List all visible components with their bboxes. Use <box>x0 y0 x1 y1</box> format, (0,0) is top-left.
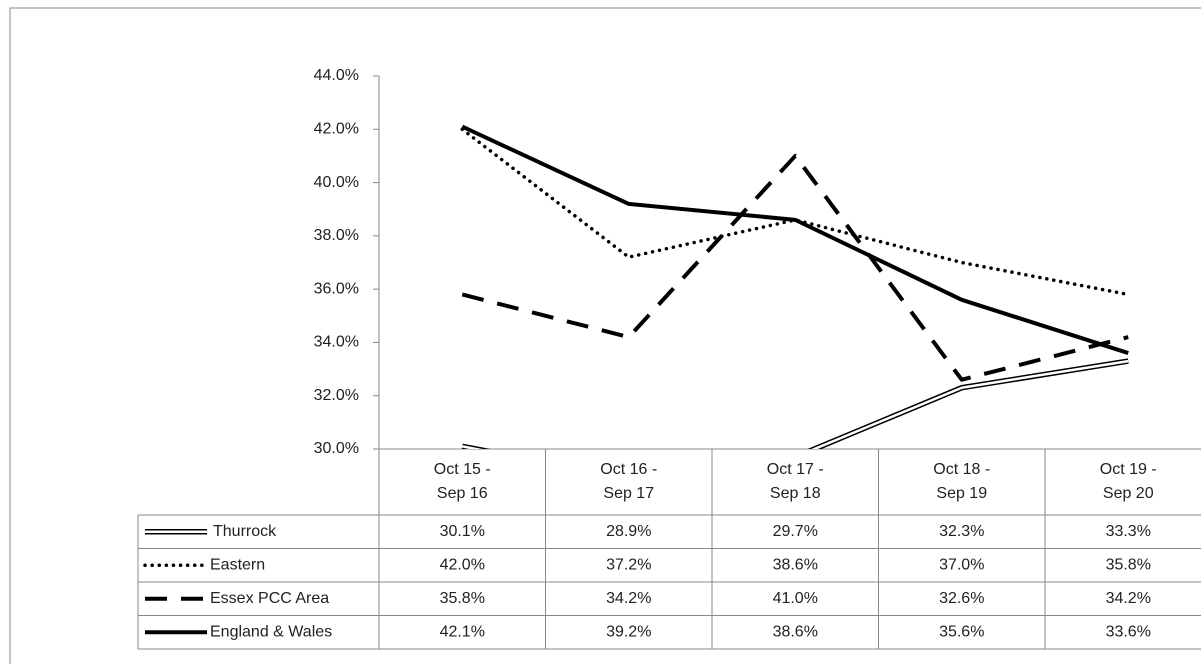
table-value: 32.6% <box>939 590 984 607</box>
table-value: 33.3% <box>1106 523 1151 540</box>
y-tick-label: 38.0% <box>314 227 359 244</box>
table-value: 34.2% <box>606 590 651 607</box>
table-value: 42.0% <box>440 556 485 573</box>
table-value: 41.0% <box>773 590 818 607</box>
table-value: 29.7% <box>773 523 818 540</box>
x-tick-label: Oct 16 - Sep 17 <box>600 461 658 502</box>
x-tick-label: Oct 15 - Sep 16 <box>433 461 491 502</box>
table-value: 35.6% <box>939 623 984 640</box>
series-line <box>460 127 1130 297</box>
legend-label: Thurrock <box>213 523 277 540</box>
x-tick-label: Oct 18 - Sep 19 <box>933 461 991 502</box>
x-tick-label: Oct 19 - Sep 20 <box>1099 461 1157 502</box>
plot-area <box>460 124 1130 449</box>
table-value: 32.3% <box>939 523 984 540</box>
table-value: 30.1% <box>440 523 485 540</box>
y-tick-label: 44.0% <box>314 67 359 84</box>
series-line <box>461 124 1129 355</box>
table-value: 39.2% <box>606 623 651 640</box>
table-value: 28.9% <box>606 523 651 540</box>
y-tick-label: 36.0% <box>314 280 359 297</box>
table-value: 35.8% <box>440 590 485 607</box>
series-line-inner <box>462 359 1129 449</box>
category-header: Oct 18 - Sep 19 <box>879 449 1046 515</box>
legend-label: Eastern <box>210 556 265 573</box>
category-header: Oct 19 - Sep 20 <box>1045 449 1201 515</box>
table-value: 42.1% <box>440 623 485 640</box>
table-value: 38.6% <box>773 556 818 573</box>
chart-border <box>9 7 1201 664</box>
legend-label: England & Wales <box>210 623 332 640</box>
table-value: 37.0% <box>939 556 984 573</box>
category-header: Oct 16 - Sep 17 <box>546 449 713 515</box>
table-value: 33.6% <box>1106 623 1151 640</box>
y-tick-label: 32.0% <box>314 387 359 404</box>
category-header: Oct 17 - Sep 18 <box>712 449 879 515</box>
table-value: 34.2% <box>1106 590 1151 607</box>
category-header: Oct 15 - Sep 16 <box>379 449 546 515</box>
y-tick-label: 30.0% <box>314 440 359 457</box>
y-tick-label: 40.0% <box>314 174 359 191</box>
table-value: 35.8% <box>1106 556 1151 573</box>
x-tick-label: Oct 17 - Sep 18 <box>766 461 824 502</box>
table-value: 37.2% <box>606 556 651 573</box>
y-tick-label: 34.0% <box>314 334 359 351</box>
y-tick-label: 42.0% <box>314 121 359 138</box>
series-line <box>461 153 1129 382</box>
legend-label: Essex PCC Area <box>210 590 329 607</box>
table-value: 38.6% <box>773 623 818 640</box>
